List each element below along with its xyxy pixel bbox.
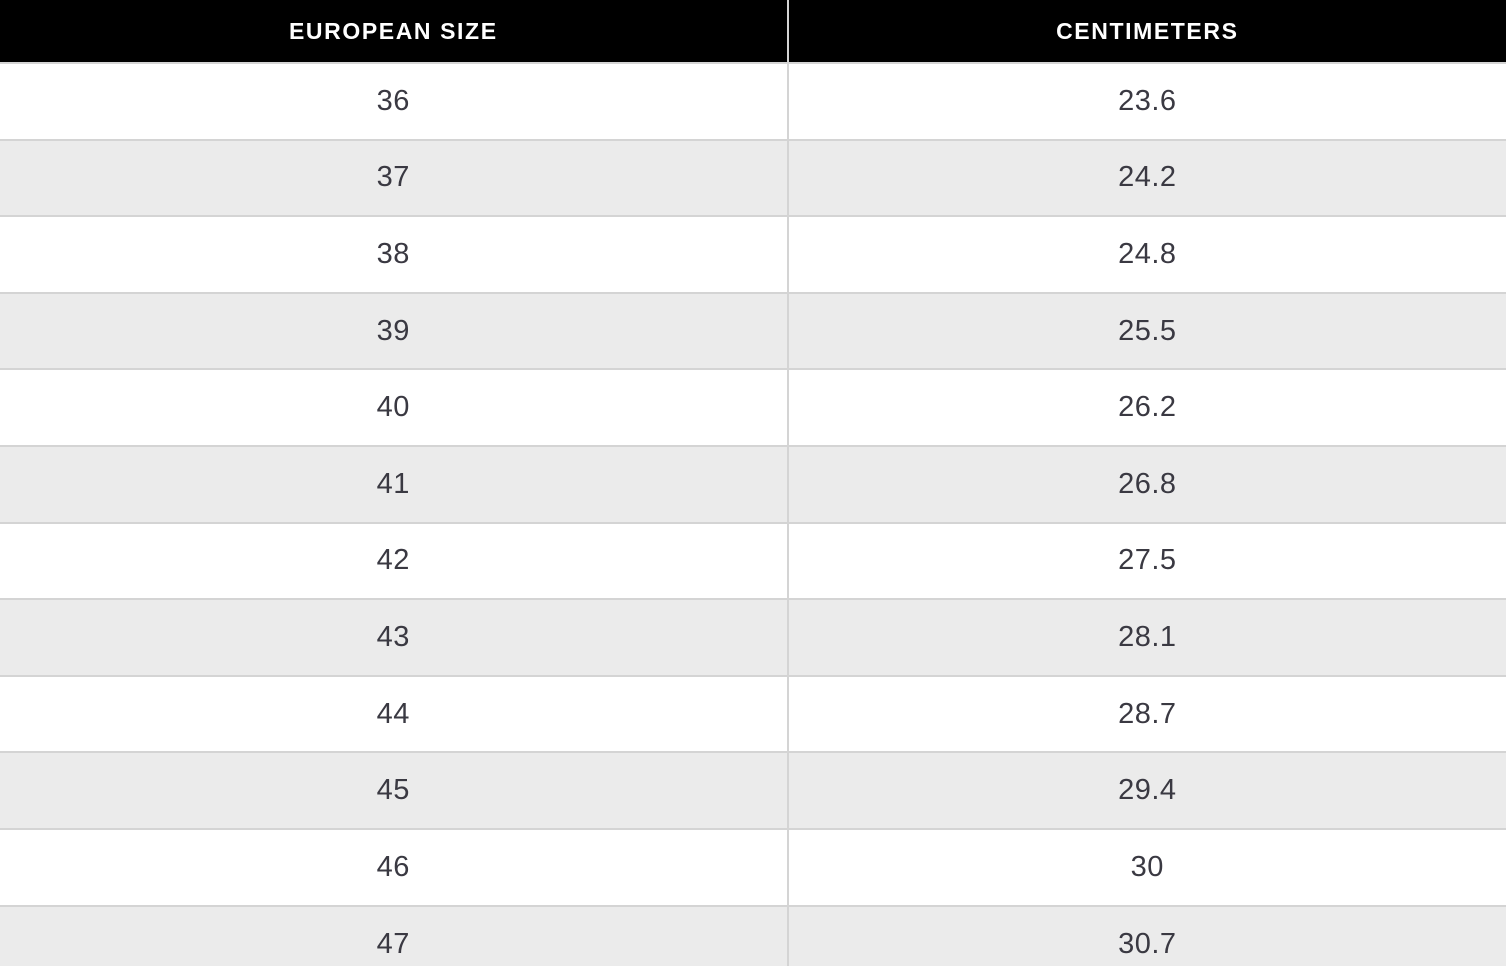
european-size-cell: 43: [0, 598, 789, 676]
table-row: 44 28.7: [0, 674, 1506, 753]
table-row: 36 23.6: [0, 62, 1506, 140]
table-row: 43 28.1: [0, 598, 1506, 676]
table-row: 45 29.4: [0, 751, 1506, 829]
table-row: 41 26.8: [0, 444, 1506, 523]
european-size-cell: 38: [0, 215, 789, 293]
european-size-cell: 46: [0, 827, 789, 906]
european-size-cell: 36: [0, 62, 789, 140]
centimeters-cell: 28.1: [787, 598, 1506, 676]
column-header-centimeters: CENTIMETERS: [787, 0, 1506, 63]
european-size-cell: 42: [0, 521, 789, 600]
european-size-cell: 37: [0, 138, 789, 217]
centimeters-cell: 29.4: [787, 751, 1506, 829]
table-row: 37 24.2: [0, 138, 1506, 217]
centimeters-cell: 26.8: [787, 444, 1506, 523]
european-size-cell: 47: [0, 904, 789, 966]
table-row: 46 30: [0, 827, 1506, 906]
table-row: 47 30.7: [0, 904, 1506, 966]
centimeters-cell: 23.6: [787, 62, 1506, 140]
column-header-european-size: EUROPEAN SIZE: [0, 0, 789, 63]
table-row: 38 24.8: [0, 215, 1506, 293]
centimeters-cell: 30: [787, 827, 1506, 906]
header-row: EUROPEAN SIZE CENTIMETERS: [0, 0, 1506, 63]
european-size-cell: 40: [0, 368, 789, 446]
centimeters-cell: 24.8: [787, 215, 1506, 293]
table-body: 36 23.6 37 24.2 38 24.8 39 25.5 40 26.2 41 26.8 42 27…: [0, 62, 1506, 966]
table-row: 39 25.5: [0, 291, 1506, 370]
centimeters-cell: 24.2: [787, 138, 1506, 217]
table-row: 42 27.5: [0, 521, 1506, 600]
centimeters-cell: 25.5: [787, 291, 1506, 370]
european-size-cell: 44: [0, 674, 789, 753]
european-size-cell: 39: [0, 291, 789, 370]
european-size-cell: 45: [0, 751, 789, 829]
centimeters-cell: 27.5: [787, 521, 1506, 600]
table-header: EUROPEAN SIZE CENTIMETERS: [0, 0, 1506, 63]
centimeters-cell: 26.2: [787, 368, 1506, 446]
european-size-cell: 41: [0, 444, 789, 523]
centimeters-cell: 30.7: [787, 904, 1506, 966]
table-row: 40 26.2: [0, 368, 1506, 446]
centimeters-cell: 28.7: [787, 674, 1506, 753]
